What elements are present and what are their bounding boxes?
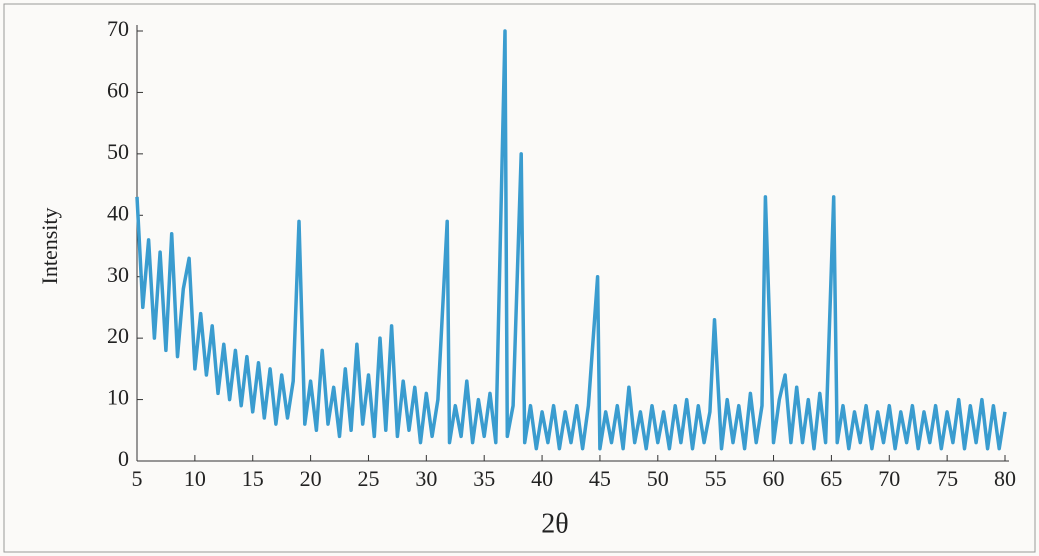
x-tick-label: 80 — [994, 466, 1016, 491]
x-tick-label: 30 — [415, 466, 437, 491]
y-tick-label: 50 — [107, 139, 129, 164]
x-tick-label: 15 — [242, 466, 264, 491]
x-tick-label: 40 — [531, 466, 553, 491]
x-tick-label: 70 — [878, 466, 900, 491]
x-tick-label: 20 — [300, 466, 322, 491]
x-tick-label: 50 — [647, 466, 669, 491]
y-tick-label: 40 — [107, 200, 129, 225]
x-tick-label: 45 — [589, 466, 611, 491]
y-tick-label: 30 — [107, 262, 129, 287]
x-tick-label: 75 — [936, 466, 958, 491]
x-tick-label: 5 — [132, 466, 143, 491]
data-line — [135, 29, 1007, 451]
x-tick-label: 55 — [705, 466, 727, 491]
y-tick-label: 10 — [107, 385, 129, 410]
x-tick-label: 65 — [820, 466, 842, 491]
y-tick-label: 70 — [107, 16, 129, 41]
y-axis-label: Intensity — [37, 208, 62, 285]
x-axis-label: 2θ — [541, 508, 568, 539]
y-tick-label: 60 — [107, 77, 129, 102]
x-tick-label: 25 — [357, 466, 379, 491]
y-tick-label: 0 — [118, 446, 129, 471]
x-tick-label: 10 — [184, 466, 206, 491]
frame — [3, 3, 1036, 553]
x-tick-label: 35 — [473, 466, 495, 491]
y-tick-label: 20 — [107, 323, 129, 348]
x-tick-label: 60 — [763, 466, 785, 491]
